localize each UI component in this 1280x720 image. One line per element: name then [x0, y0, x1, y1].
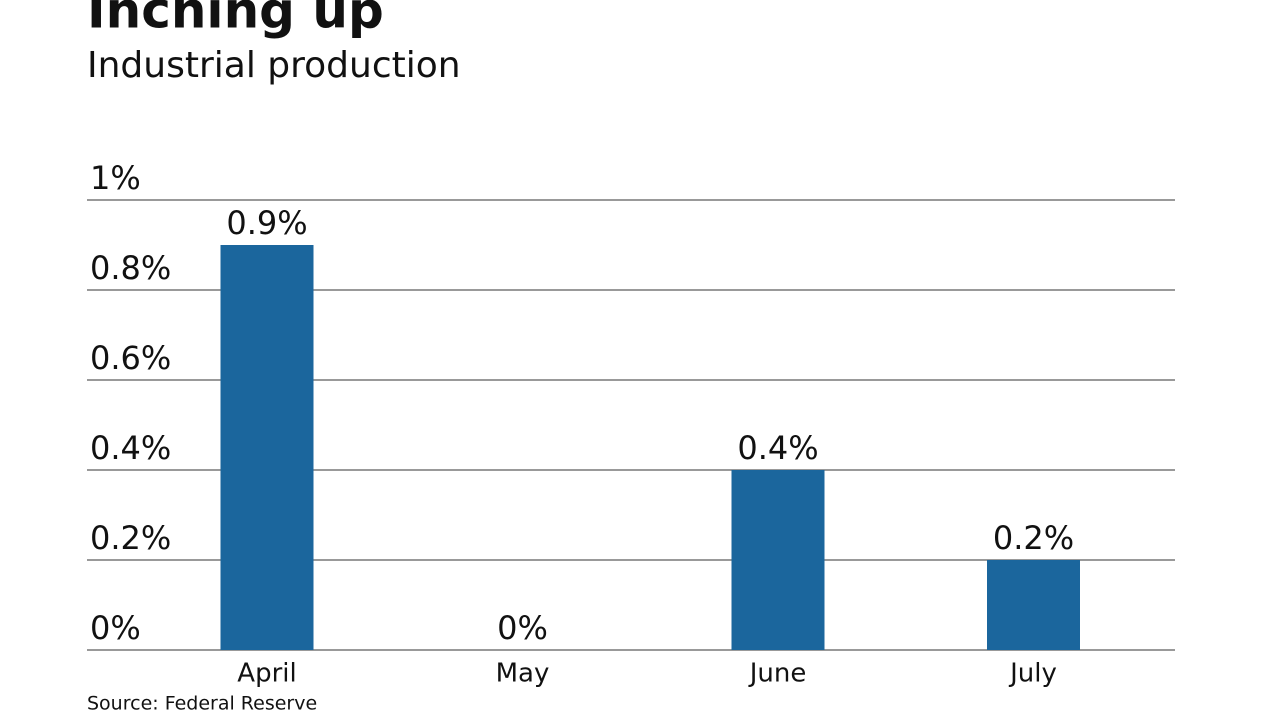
y-tick-label: 1%	[90, 159, 141, 197]
y-tick-label: 0.8%	[90, 249, 171, 287]
y-tick-label: 0.6%	[90, 339, 171, 377]
y-tick-label: 0%	[90, 609, 141, 647]
x-tick-label: May	[496, 659, 550, 689]
bar	[731, 470, 825, 650]
y-tick-label: 0.4%	[90, 429, 171, 467]
x-tick-label: April	[237, 659, 296, 689]
chart-title: Inching up	[87, 0, 384, 40]
value-label: 0.9%	[226, 204, 307, 242]
chart-subtitle: Industrial production	[87, 45, 461, 86]
x-tick-label: June	[748, 659, 807, 689]
source-note: Source: Federal Reserve	[87, 693, 317, 715]
bar	[987, 560, 1080, 650]
x-tick-label: July	[1008, 659, 1057, 689]
value-label: 0%	[497, 609, 548, 647]
value-label: 0.2%	[993, 519, 1074, 557]
value-label: 0.4%	[737, 429, 818, 467]
y-tick-label: 0.2%	[90, 519, 171, 557]
bar	[220, 245, 314, 650]
